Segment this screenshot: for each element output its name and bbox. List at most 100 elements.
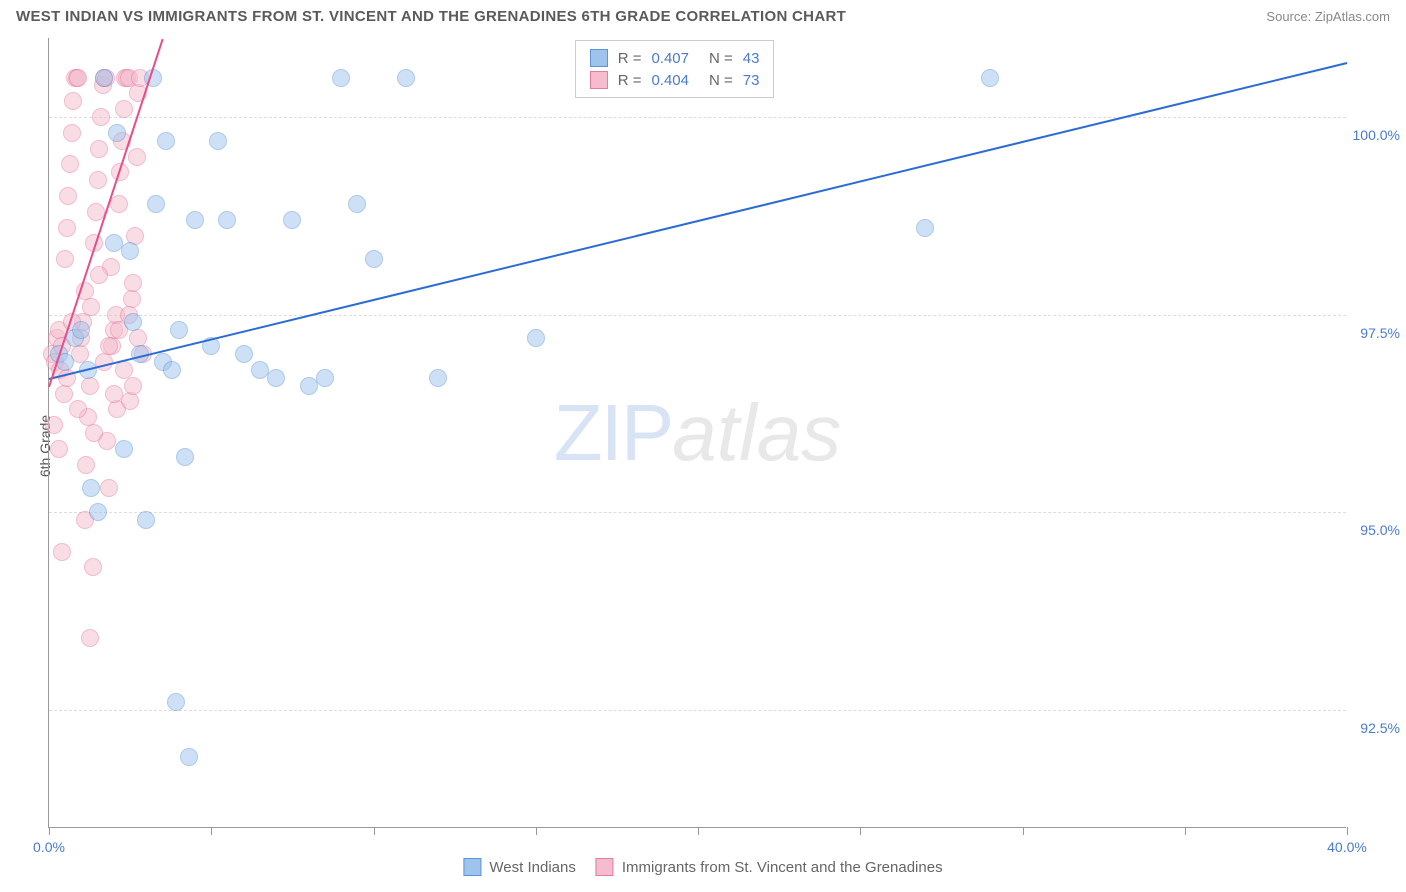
scatter-point <box>45 416 63 434</box>
scatter-point <box>147 195 165 213</box>
scatter-point <box>69 400 87 418</box>
legend-item: West Indians <box>463 858 575 876</box>
scatter-point <box>105 385 123 403</box>
legend-r-label: R = <box>618 50 642 67</box>
x-tick <box>536 827 537 835</box>
scatter-point <box>124 377 142 395</box>
legend-series-name: Immigrants from St. Vincent and the Gren… <box>622 859 943 876</box>
scatter-point <box>235 345 253 363</box>
scatter-point <box>90 140 108 158</box>
scatter-point <box>163 361 181 379</box>
scatter-point <box>916 219 934 237</box>
scatter-point <box>69 69 87 87</box>
legend-swatch <box>590 71 608 89</box>
source-label: Source: ZipAtlas.com <box>1266 9 1390 24</box>
trend-line <box>49 62 1347 380</box>
scatter-point <box>186 211 204 229</box>
scatter-point <box>89 503 107 521</box>
scatter-point <box>81 629 99 647</box>
scatter-point <box>90 266 108 284</box>
scatter-point <box>108 124 126 142</box>
scatter-point <box>365 250 383 268</box>
gridline <box>49 315 1346 316</box>
legend-series-name: West Indians <box>489 859 575 876</box>
legend-swatch <box>596 858 614 876</box>
scatter-point <box>124 313 142 331</box>
scatter-point <box>95 69 113 87</box>
legend-swatch <box>590 49 608 67</box>
scatter-point <box>527 329 545 347</box>
scatter-point <box>170 321 188 339</box>
x-tick <box>49 827 50 835</box>
scatter-chart: ZIPatlas 92.5%95.0%97.5%100.0%0.0%40.0%R… <box>48 38 1346 828</box>
scatter-point <box>77 456 95 474</box>
scatter-point <box>72 321 90 339</box>
legend-stats: R =0.407N =43R =0.404N =73 <box>575 40 775 98</box>
scatter-point <box>115 100 133 118</box>
scatter-point <box>128 148 146 166</box>
scatter-point <box>50 440 68 458</box>
legend-r-value: 0.407 <box>651 50 689 67</box>
scatter-point <box>397 69 415 87</box>
x-tick <box>1185 827 1186 835</box>
scatter-point <box>180 748 198 766</box>
scatter-point <box>332 69 350 87</box>
scatter-point <box>100 479 118 497</box>
gridline <box>49 117 1346 118</box>
legend-n-value: 73 <box>743 72 760 89</box>
scatter-point <box>316 369 334 387</box>
scatter-point <box>53 543 71 561</box>
y-tick-label: 95.0% <box>1350 522 1400 538</box>
x-tick <box>698 827 699 835</box>
scatter-point <box>124 274 142 292</box>
y-tick-label: 100.0% <box>1350 127 1400 143</box>
scatter-point <box>176 448 194 466</box>
x-tick-label: 40.0% <box>1327 839 1367 855</box>
scatter-point <box>167 693 185 711</box>
scatter-point <box>89 171 107 189</box>
legend-r-label: R = <box>618 72 642 89</box>
scatter-point <box>63 124 81 142</box>
scatter-point <box>137 511 155 529</box>
scatter-point <box>92 108 110 126</box>
legend-n-value: 43 <box>743 50 760 67</box>
scatter-point <box>61 155 79 173</box>
legend-swatch <box>463 858 481 876</box>
scatter-point <box>55 385 73 403</box>
scatter-point <box>218 211 236 229</box>
scatter-point <box>100 337 118 355</box>
chart-title: WEST INDIAN VS IMMIGRANTS FROM ST. VINCE… <box>16 8 846 25</box>
scatter-point <box>64 92 82 110</box>
scatter-point <box>84 558 102 576</box>
y-tick-label: 92.5% <box>1350 720 1400 736</box>
scatter-point <box>59 187 77 205</box>
scatter-point <box>58 219 76 237</box>
scatter-point <box>85 424 103 442</box>
scatter-point <box>267 369 285 387</box>
x-tick <box>1347 827 1348 835</box>
x-tick <box>374 827 375 835</box>
x-tick <box>1023 827 1024 835</box>
scatter-point <box>56 250 74 268</box>
scatter-point <box>115 440 133 458</box>
legend-bottom: West Indians Immigrants from St. Vincent … <box>463 858 942 876</box>
scatter-point <box>157 132 175 150</box>
scatter-point <box>82 479 100 497</box>
scatter-point <box>981 69 999 87</box>
scatter-point <box>121 242 139 260</box>
scatter-point <box>110 195 128 213</box>
legend-row: R =0.404N =73 <box>590 69 760 91</box>
scatter-point <box>348 195 366 213</box>
legend-item: Immigrants from St. Vincent and the Gren… <box>596 858 943 876</box>
gridline <box>49 710 1346 711</box>
legend-r-value: 0.404 <box>651 72 689 89</box>
x-tick-label: 0.0% <box>33 839 65 855</box>
scatter-point <box>429 369 447 387</box>
gridline <box>49 512 1346 513</box>
scatter-point <box>209 132 227 150</box>
legend-row: R = 0.407 N = 43 <box>590 47 760 69</box>
scatter-point <box>121 392 139 410</box>
y-tick-label: 97.5% <box>1350 325 1400 341</box>
legend-n-label: N = <box>709 50 733 67</box>
x-tick <box>211 827 212 835</box>
